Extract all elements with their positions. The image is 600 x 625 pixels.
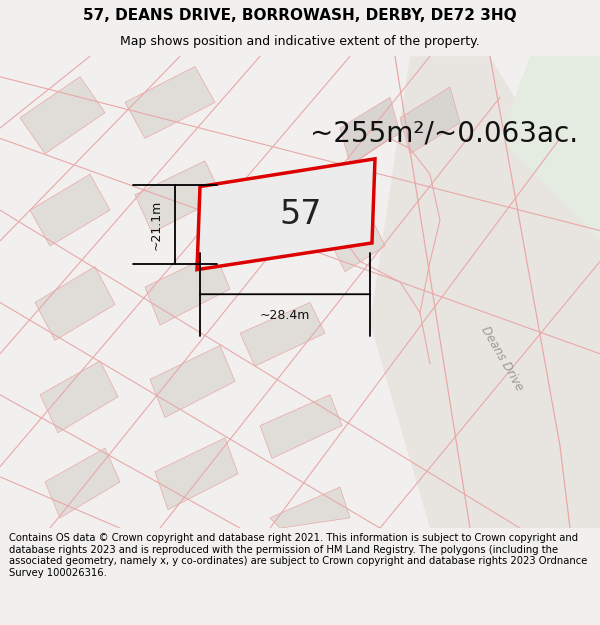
Polygon shape [40, 361, 118, 432]
Polygon shape [155, 438, 238, 509]
Polygon shape [145, 253, 230, 325]
Text: ~28.4m: ~28.4m [260, 309, 310, 322]
Text: Deans Drive: Deans Drive [478, 324, 526, 393]
Text: 57: 57 [280, 198, 322, 231]
Polygon shape [270, 487, 350, 528]
Polygon shape [20, 77, 105, 154]
Polygon shape [197, 159, 375, 269]
Polygon shape [135, 161, 222, 232]
Polygon shape [500, 56, 600, 241]
Polygon shape [45, 448, 120, 518]
Polygon shape [30, 174, 110, 246]
Polygon shape [260, 395, 342, 458]
Polygon shape [400, 87, 460, 154]
Polygon shape [340, 98, 400, 164]
Polygon shape [150, 346, 235, 418]
Polygon shape [370, 56, 600, 528]
Polygon shape [330, 215, 385, 272]
Text: Map shows position and indicative extent of the property.: Map shows position and indicative extent… [120, 35, 480, 48]
Polygon shape [240, 302, 325, 366]
Text: Contains OS data © Crown copyright and database right 2021. This information is : Contains OS data © Crown copyright and d… [9, 533, 587, 578]
Polygon shape [35, 266, 115, 341]
Text: 57, DEANS DRIVE, BORROWASH, DERBY, DE72 3HQ: 57, DEANS DRIVE, BORROWASH, DERBY, DE72 … [83, 8, 517, 23]
Polygon shape [125, 66, 215, 138]
Text: ~255m²/~0.063ac.: ~255m²/~0.063ac. [310, 119, 578, 147]
Text: ~21.1m: ~21.1m [150, 199, 163, 249]
